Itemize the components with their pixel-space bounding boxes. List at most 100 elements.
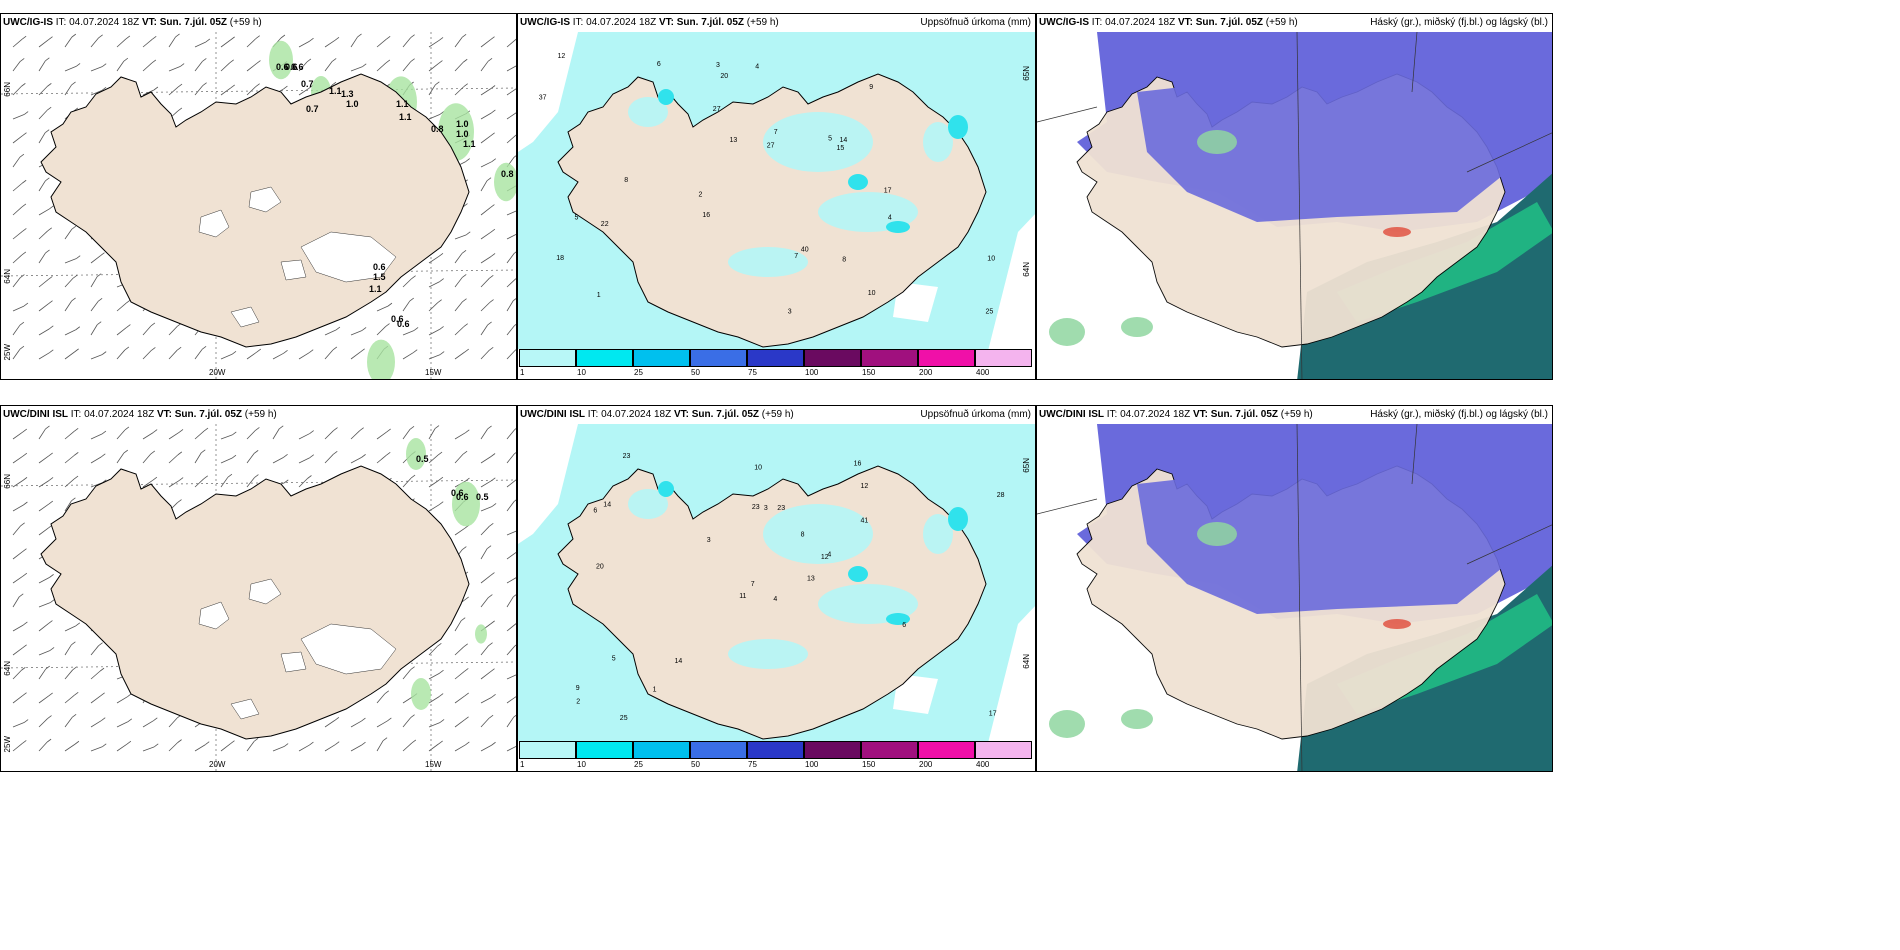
panel-header: UWC/IG-IS IT: 04.07.2024 18Z VT: Sun. 7.… [1, 14, 516, 32]
wind-barb-icon [12, 501, 28, 512]
wind-value-label: 0.6 [291, 62, 304, 72]
wind-barb-icon [220, 84, 235, 96]
grid-coordinate-label: 20W [209, 760, 226, 769]
precip-value-label: 8 [624, 177, 628, 184]
precip-area-heavy [848, 174, 868, 190]
it-value: 04.07.2024 18Z [1105, 17, 1176, 28]
panel-header: UWC/IG-IS IT: 04.07.2024 18Z VT: Sun. 7.… [1037, 14, 1552, 32]
wind-barb-icon [506, 234, 516, 240]
mid-cloud-patch [1121, 709, 1153, 729]
wind-barb-icon [12, 667, 26, 680]
wind-barb-icon [90, 430, 107, 440]
wind-barb-icon [402, 349, 418, 360]
wind-barb-icon [12, 35, 27, 48]
wind-barb-icon [12, 692, 27, 704]
wind-barb-icon [64, 452, 79, 464]
precip-value-label: 9 [869, 84, 873, 91]
wind-barb-icon [428, 60, 443, 72]
wind-barb-icon [506, 38, 516, 48]
wind-barb-icon [298, 475, 312, 488]
wind-barb-icon [402, 739, 417, 752]
colorbar-segment [690, 741, 747, 759]
wind-value-label: 1.0 [456, 119, 469, 129]
vt-label: VT: [673, 409, 689, 420]
wind-barb-icon [90, 453, 106, 464]
wind-barb-icon [38, 129, 50, 144]
iceland-landmass [40, 465, 470, 740]
precip-value-label: 14 [675, 658, 683, 665]
wind-value-label: 0.6 [397, 319, 410, 329]
wind-barb-icon [116, 449, 129, 464]
panel-header: UWC/DINI ISL IT: 04.07.2024 18Z VT: Sun.… [1037, 406, 1552, 424]
wind-barb-icon [12, 593, 24, 608]
wind-barb-icon [480, 299, 494, 312]
precip-area [763, 504, 873, 564]
vt-label: VT: [141, 17, 157, 28]
wind-barb-icon [12, 452, 28, 464]
mid-cloud-patch [1121, 317, 1153, 337]
colorbar-segment [861, 349, 918, 367]
precip-value-label: 12 [821, 554, 829, 561]
wind-barb-icon [480, 668, 495, 680]
precip-value-label: 2 [699, 191, 703, 198]
vt-label: VT: [658, 17, 674, 28]
precip-value-label: 17 [884, 188, 892, 195]
precip-area [411, 678, 431, 710]
wind-barb-icon [506, 452, 516, 464]
wind-barb-icon [38, 452, 53, 464]
wind-barb-icon [376, 323, 390, 336]
precip-area-heavy [948, 507, 968, 531]
wind-barb-icon [454, 716, 469, 728]
panel-header: UWC/IG-IS IT: 04.07.2024 18Z VT: Sun. 7.… [518, 14, 1035, 32]
wind-barb-icon [168, 63, 185, 72]
wind-barb-icon [38, 36, 53, 48]
glacier [230, 698, 260, 720]
wind-barb-icon [142, 59, 157, 72]
lat-gridline [1, 479, 516, 487]
wind-barb-icon [194, 449, 206, 464]
boundary-line [1037, 498, 1098, 515]
wind-barb-icon [12, 522, 25, 536]
wind-barb-icon [168, 451, 183, 464]
wind-barb-icon [324, 37, 340, 48]
precip-area-heavy [848, 566, 868, 582]
vt-label: VT: [156, 409, 172, 420]
wind-barb-icon [38, 106, 52, 120]
wind-barb-icon [38, 477, 54, 488]
wind-barb-icon [38, 620, 53, 632]
wind-barb-icon [64, 297, 76, 312]
wind-barb-icon [298, 349, 314, 360]
wind-barb-icon [402, 425, 415, 440]
colorbar-segment [918, 349, 975, 367]
precip-area-heavy [948, 115, 968, 139]
wind-barb-icon [246, 35, 260, 48]
wind-barb-icon [480, 57, 493, 72]
wind-value-label: 1.1 [369, 284, 382, 294]
wind-barb-icon [324, 427, 338, 440]
precip-value-label: 40 [801, 247, 809, 254]
wind-barb-icon [12, 83, 26, 96]
lead-time: (+59 h) [761, 409, 794, 420]
it-value: 04.07.2024 18Z [69, 17, 140, 28]
wind-barb-icon [142, 36, 157, 48]
precip-value-label: 8 [801, 532, 805, 539]
wind-value-label: 1.1 [329, 86, 342, 96]
colorbar-segment [804, 741, 861, 759]
colorbar-tick-label: 150 [862, 368, 876, 377]
colorbar-tick-label: 200 [919, 760, 933, 769]
lead-time: (+59 h) [1280, 409, 1313, 420]
wind-barb-icon [506, 428, 516, 440]
lead-time: (+59 h) [244, 409, 277, 420]
it-label: IT: [572, 17, 584, 28]
grid-coordinate-label: 15W [425, 760, 442, 769]
wind-barb-icon [246, 60, 261, 72]
wind-value-label: 1.3 [341, 89, 354, 99]
grid-coordinate-label: 64N [3, 661, 12, 676]
wind-barb-icon [142, 429, 158, 440]
precip-value-label: 6 [593, 507, 597, 514]
wind-barb-icon [38, 57, 50, 72]
precip-area-heavy [658, 481, 674, 497]
colorbar-segment [747, 349, 804, 367]
no-precip-area [988, 606, 1035, 743]
wind-barb-icon [350, 454, 366, 464]
